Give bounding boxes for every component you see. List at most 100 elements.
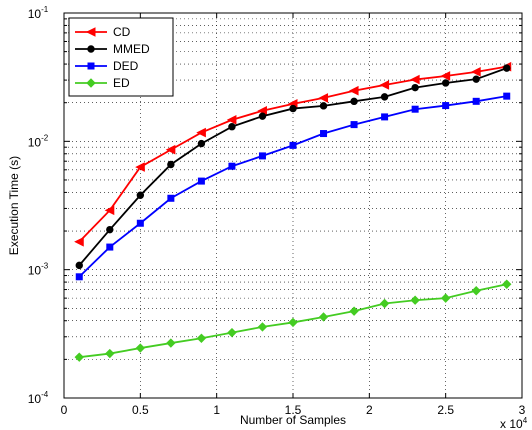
data-point-mmed	[197, 139, 206, 148]
series-ed	[74, 279, 512, 362]
y-tick-base: 10	[28, 264, 42, 278]
data-point-ded	[197, 177, 205, 185]
data-point-ded	[472, 97, 480, 105]
data-point-ded	[106, 243, 114, 251]
data-point-ed	[196, 333, 207, 343]
x-tick-label: 2.5	[437, 403, 454, 417]
data-point-ed	[257, 322, 268, 332]
data-point-ded	[258, 152, 266, 160]
axis-ticks: 0 0.5 1 1.5 2 2.5 310-410-310-210-1	[28, 5, 526, 417]
data-point-cd	[135, 162, 145, 172]
x-tick-label: 2	[366, 403, 373, 417]
data-point-ded	[289, 141, 297, 149]
legend-item-ed: ED	[75, 76, 130, 90]
data-point-mmed	[258, 112, 267, 120]
y-axis-label: Execution Time (s)	[7, 156, 21, 255]
data-point-ed	[440, 293, 451, 303]
y-tick-base: 10	[28, 392, 42, 406]
series-mmed	[75, 64, 511, 270]
data-point-cd	[410, 74, 420, 85]
x-axis-label: Number of Samples	[240, 413, 346, 427]
data-point-mmed	[441, 79, 450, 87]
data-point-ed	[349, 306, 359, 316]
legend-items: CD MMED DED ED	[75, 25, 150, 90]
legend-marker-cd	[85, 27, 96, 37]
data-point-mmed	[350, 97, 358, 106]
data-point-cd	[104, 205, 115, 216]
data-point-ed	[288, 317, 298, 328]
legend-marker-ded	[87, 62, 95, 70]
legend-label-mmed: MMED	[113, 42, 150, 56]
x-tick-label: 1.5	[285, 403, 302, 417]
data-point-ded	[381, 113, 389, 121]
legend-label-ded: DED	[113, 59, 139, 73]
data-point-ded	[320, 130, 328, 138]
legend-label-cd: CD	[113, 25, 131, 39]
plot-series	[74, 61, 512, 362]
y-tick-label: 10-3	[28, 262, 49, 278]
data-point-mmed	[106, 225, 114, 234]
data-point-ded	[136, 219, 144, 227]
data-point-cd	[74, 236, 84, 247]
data-point-ded	[75, 273, 83, 281]
data-point-mmed	[503, 64, 511, 72]
y-tick-exponent: -1	[41, 5, 49, 14]
data-point-ed	[471, 286, 481, 296]
data-point-mmed	[289, 104, 297, 113]
y-tick-exponent: -2	[41, 133, 49, 142]
x-axis-multiplier: x 104	[500, 416, 528, 430]
data-point-cd	[165, 144, 176, 155]
data-point-mmed	[380, 93, 389, 101]
data-point-mmed	[75, 261, 83, 270]
data-point-ed	[74, 352, 84, 362]
x-tick-label: 0.5	[132, 403, 149, 417]
legend-marker-ed	[86, 78, 96, 88]
data-point-mmed	[472, 75, 480, 83]
y-tick-base: 10	[28, 7, 42, 21]
data-point-ed	[166, 338, 176, 348]
data-point-ded	[167, 194, 175, 202]
data-point-cd	[348, 85, 359, 96]
y-tick-exponent: -4	[41, 390, 49, 399]
data-point-ded	[503, 92, 511, 100]
legend: CD MMED DED ED	[68, 17, 174, 97]
data-point-ed	[227, 327, 237, 338]
x-tick-label: 3	[519, 403, 526, 417]
x-multiplier-base: x 10	[500, 417, 523, 430]
x-tick-label: 1	[213, 403, 220, 417]
data-point-ded	[411, 105, 419, 113]
data-point-cd	[226, 115, 237, 125]
data-point-cd	[379, 80, 390, 90]
x-multiplier-exponent: 4	[523, 416, 528, 425]
y-tick-base: 10	[28, 135, 42, 149]
series-ded	[75, 92, 511, 281]
legend-marker-mmed	[87, 45, 95, 53]
data-point-ed	[379, 298, 390, 309]
data-point-ded	[228, 162, 236, 170]
data-point-ed	[318, 312, 329, 322]
data-point-ed	[502, 279, 512, 289]
data-point-ded	[442, 102, 450, 110]
data-point-ed	[410, 295, 420, 305]
data-point-cd	[196, 127, 206, 138]
x-tick-label: 0	[61, 403, 68, 417]
legend-item-mmed: MMED	[75, 42, 150, 56]
data-point-cd	[318, 93, 329, 103]
data-point-cd	[440, 71, 451, 81]
y-tick-label: 10-4	[28, 390, 49, 406]
data-point-mmed	[136, 191, 145, 199]
data-point-mmed	[411, 83, 419, 92]
legend-item-cd: CD	[75, 25, 131, 39]
data-point-ed	[135, 343, 146, 353]
data-point-ed	[105, 348, 115, 359]
data-point-cd	[471, 67, 481, 77]
data-point-mmed	[167, 160, 175, 169]
legend-item-ded: DED	[75, 59, 139, 73]
series-cd	[74, 61, 512, 247]
y-tick-label: 10-1	[28, 5, 49, 21]
y-tick-exponent: -3	[41, 262, 49, 271]
legend-label-ed: ED	[113, 76, 130, 90]
data-point-mmed	[319, 102, 328, 110]
y-tick-label: 10-2	[28, 133, 49, 149]
